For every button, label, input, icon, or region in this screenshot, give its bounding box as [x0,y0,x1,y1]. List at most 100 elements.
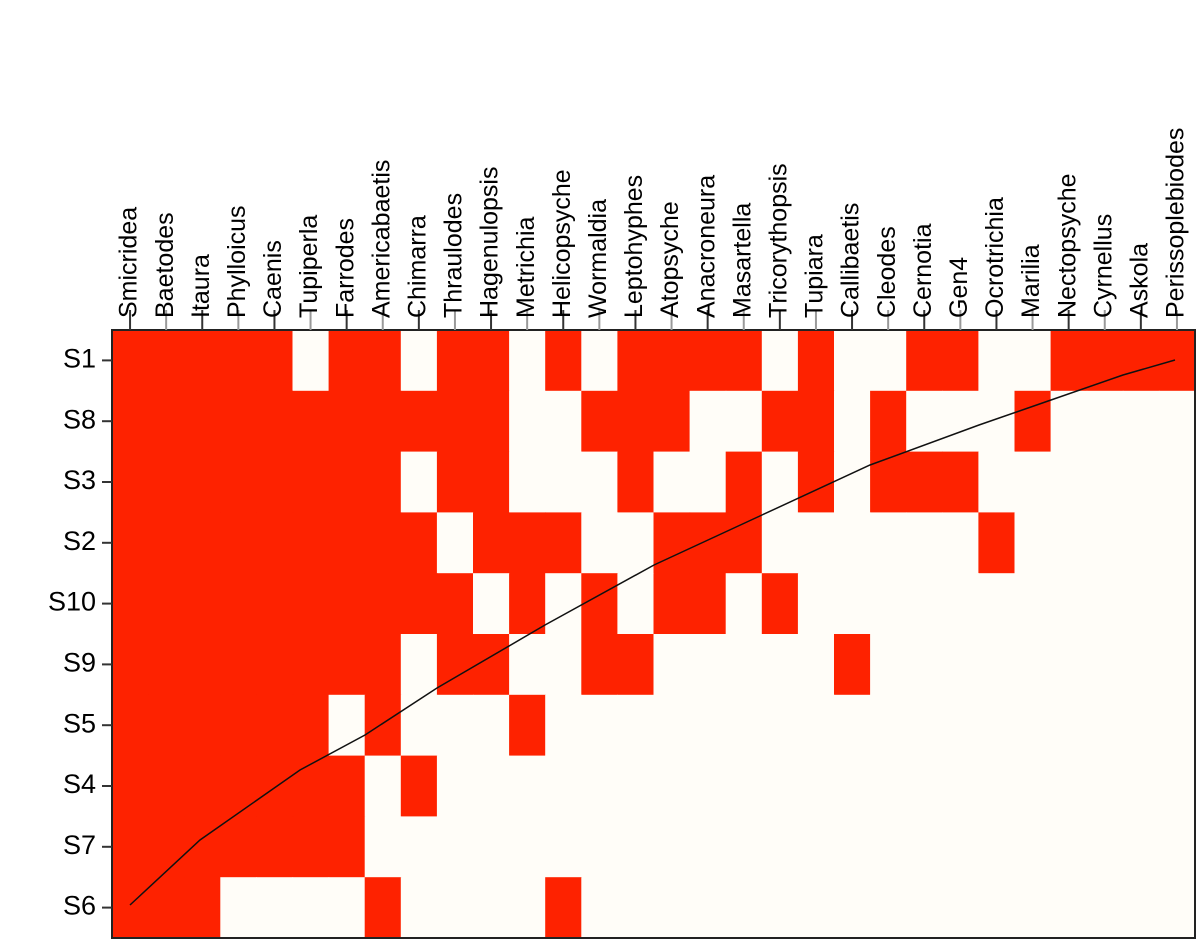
cell [906,451,943,513]
cell [436,755,474,817]
cell [328,816,366,878]
cell [581,816,618,878]
cell [1050,512,1088,574]
cell [509,390,546,453]
cell [581,330,618,392]
cell [617,877,655,939]
row-label: S9 [63,648,96,678]
cell [328,573,366,635]
cell [1158,755,1196,817]
cell [220,634,257,696]
cell [725,634,763,696]
row-label: S2 [63,526,96,556]
cell [112,330,149,392]
cell [364,755,402,817]
cell [942,877,979,939]
cell [1086,451,1124,513]
row-label: S5 [63,708,96,738]
cell [184,694,221,757]
cell [1014,390,1052,453]
cell [509,330,546,392]
cell [581,634,618,696]
cell [870,512,907,574]
cell [834,390,871,453]
cell [184,330,221,392]
cell [653,512,691,574]
cell [870,451,907,513]
cell [797,390,835,453]
cell [364,390,402,453]
cell [473,816,510,878]
cell [1158,573,1196,635]
cell [942,694,979,757]
column-label: Smicridea [115,207,143,318]
cell [256,816,294,878]
column-label: Chimarra [403,215,431,318]
cell [617,634,655,696]
cell [400,694,438,757]
cell [184,390,221,453]
cell [292,512,330,574]
column-label: Itaura [187,254,215,318]
cell [112,755,149,817]
cell [400,816,438,878]
cell [292,877,330,939]
cell [364,573,402,635]
cell [942,451,979,513]
cell [1122,816,1160,878]
cell [112,877,149,939]
cell [1014,755,1052,817]
cell [220,877,257,939]
cell [112,816,149,878]
cell [761,573,799,635]
cell [581,512,618,574]
cell [942,390,979,453]
cell [509,694,546,757]
cell [725,877,763,939]
cell [689,451,727,513]
cell [436,816,474,878]
cell [725,390,763,453]
cell [653,816,691,878]
cell [1122,512,1160,574]
cell [906,330,943,392]
cell [148,390,185,453]
column-label: Helicopsyche [548,169,576,318]
cell [834,573,871,635]
cell [400,330,438,392]
cell [617,694,655,757]
cell [725,512,763,574]
cell [1086,816,1124,878]
cell [292,390,330,453]
cell [978,877,1016,939]
cell [725,573,763,635]
cell [653,451,691,513]
cell [725,816,763,878]
row-label: S6 [63,891,96,921]
cell [328,512,366,574]
cell [509,451,546,513]
cell [256,451,294,513]
cell [689,573,727,635]
cell [184,877,221,939]
cell [148,634,185,696]
cell [906,390,943,453]
cell [834,694,871,757]
cell [797,330,835,392]
cell [400,877,438,939]
cell [220,512,257,574]
cell [292,451,330,513]
cell [400,573,438,635]
cell [400,634,438,696]
cell [689,330,727,392]
cell [581,755,618,817]
cell [545,634,582,696]
cell [112,451,149,513]
cell [1122,755,1160,817]
cell [1086,694,1124,757]
cell [1014,573,1052,635]
column-label: Perissoplebiodes [1162,128,1190,318]
cell [220,451,257,513]
cell [112,634,149,696]
cell [112,573,149,635]
